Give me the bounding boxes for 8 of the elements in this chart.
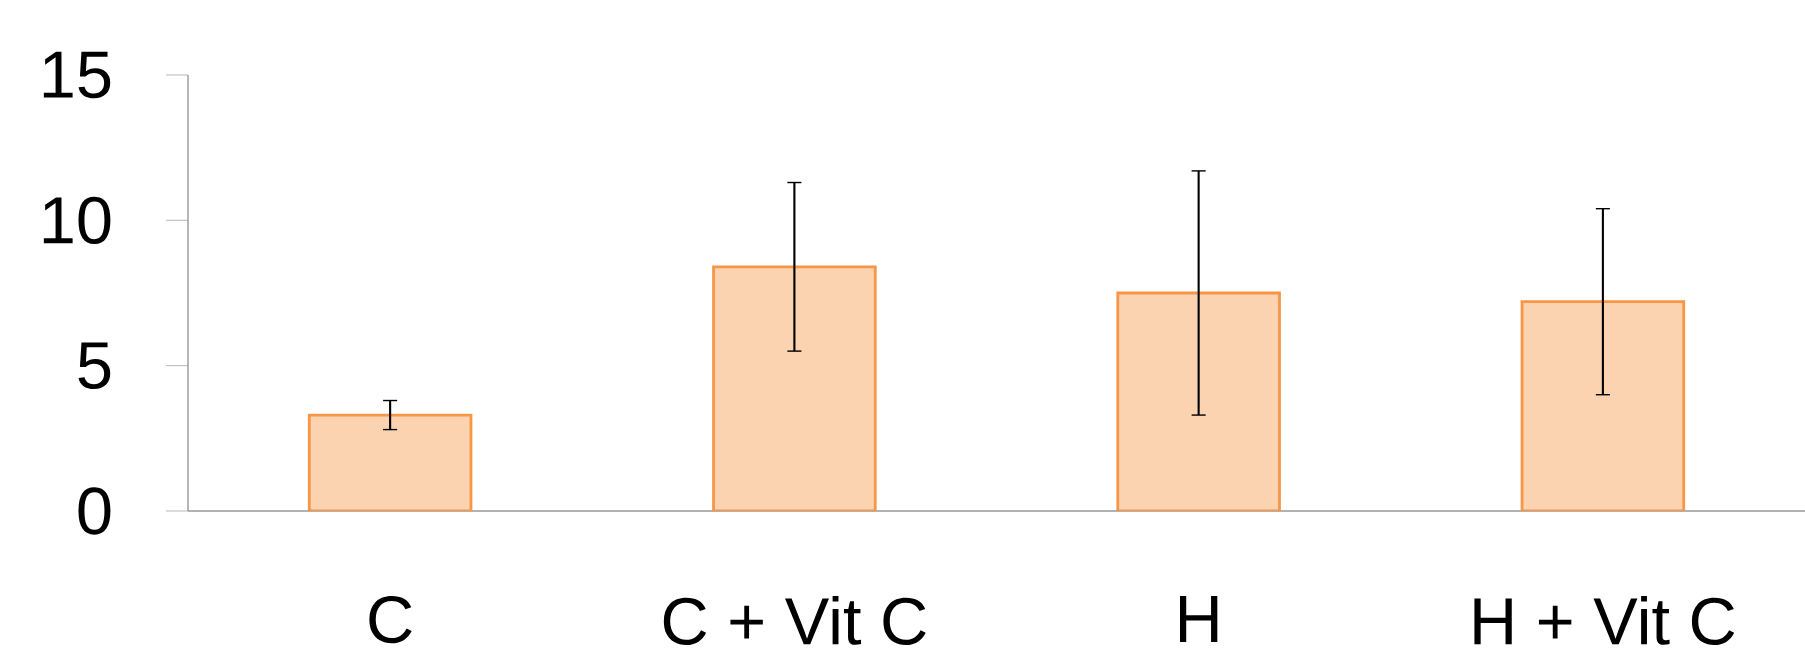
x-tick-label: C + Vit C [663,595,926,645]
x-tick-label: H [1179,595,1218,642]
y-tick-label: 0 [78,487,111,535]
y-tick-label: 15 [43,51,111,99]
y-tick-label: 5 [78,342,111,389]
x-tick-label: H + Vit C [1474,595,1735,645]
y-tick-label: 10 [43,196,111,244]
x-tick-label: C [369,595,412,644]
